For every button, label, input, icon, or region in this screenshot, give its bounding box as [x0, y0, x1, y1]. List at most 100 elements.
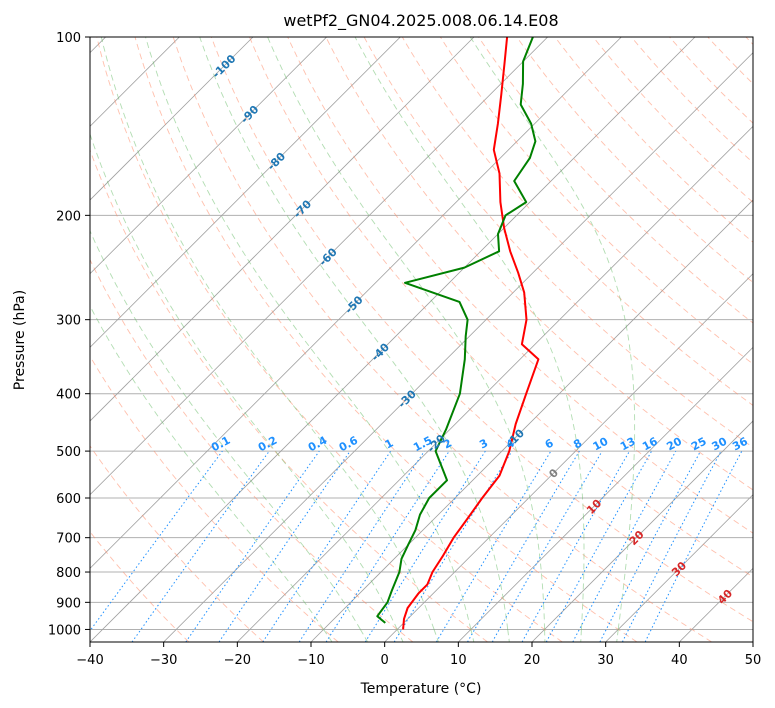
moist-adiabat — [199, 37, 509, 630]
x-axis-label: Temperature (°C) — [360, 681, 482, 697]
mixing-ratio-line — [364, 450, 486, 642]
y-tick-label: 500 — [56, 445, 81, 460]
mixing-ratio-line — [131, 450, 270, 642]
mixing-ratio-label: 13 — [618, 435, 638, 454]
isotherm-line — [310, 199, 753, 642]
mixing-ratio-label: 25 — [689, 435, 709, 454]
dry-adiabat — [90, 258, 414, 642]
moist-adiabat — [267, 37, 546, 630]
plot-area — [90, 36, 753, 630]
isotherm-line — [237, 125, 753, 642]
isotherm-line — [531, 420, 753, 642]
x-tick-label: −40 — [76, 653, 103, 668]
dry-adiabat — [363, 37, 753, 448]
mixing-ratio-label: 20 — [664, 435, 684, 454]
x-tick-label: 50 — [745, 653, 762, 668]
y-tick-label: 300 — [56, 314, 81, 329]
moist-adiabat — [145, 37, 472, 630]
moist-adiabat — [470, 629, 475, 642]
mixing-ratio-label: 6 — [543, 436, 556, 451]
moist-adiabat — [323, 629, 333, 642]
dry-adiabat — [249, 37, 753, 578]
isotherm-line — [384, 273, 753, 642]
dry-adiabat — [669, 37, 753, 124]
y-tick-label: 600 — [56, 492, 81, 507]
moist-adiabat — [396, 629, 404, 642]
dry-adiabat — [90, 355, 339, 642]
moist-adiabat — [616, 629, 619, 642]
chart-title: wetPf2_GN04.2025.008.06.14.E08 — [283, 11, 558, 31]
mixing-ratio-line — [435, 450, 552, 642]
x-tick-label: 20 — [524, 653, 541, 668]
moist-adiabat — [469, 37, 636, 630]
isotherm-label: -80 — [265, 150, 288, 173]
y-tick-label: 900 — [56, 596, 81, 611]
dewpoint-profile — [376, 37, 537, 624]
x-tick-label: 40 — [671, 653, 688, 668]
dry-adiabat — [516, 37, 753, 283]
mixing-ratio-label: 10 — [591, 435, 611, 454]
dry-adiabat — [90, 148, 488, 642]
moist-adiabat — [433, 629, 439, 642]
mixing-ratio-line — [467, 450, 580, 642]
y-axis-label: Pressure (hPa) — [12, 290, 28, 390]
x-tick-label: −10 — [297, 653, 324, 668]
y-tick-label: 100 — [56, 31, 81, 46]
dry-adiabat — [631, 37, 753, 164]
dry-adiabat — [592, 37, 753, 203]
mixing-ratio-line — [599, 450, 701, 642]
isotherm-line — [90, 37, 548, 496]
moist-adiabat — [359, 629, 369, 642]
moist-adiabat — [90, 229, 361, 630]
dry-adiabat — [707, 37, 753, 85]
dry-adiabat — [90, 445, 264, 642]
moist-adiabat — [100, 37, 435, 630]
mixing-ratio-line — [491, 450, 603, 642]
isotherm-line — [90, 37, 475, 422]
dry-adiabat — [96, 37, 563, 642]
isotherm-line — [679, 567, 753, 642]
mixing-ratio-line — [521, 450, 630, 642]
plot-frame — [89, 36, 754, 643]
y-tick-label: 400 — [56, 388, 81, 403]
isotherm-line — [458, 346, 753, 642]
x-tick-label: −30 — [150, 653, 177, 668]
mixing-ratio-line — [218, 450, 351, 642]
x-tick-label: 0 — [381, 653, 389, 668]
dry-adiabat — [134, 37, 638, 642]
isotherm-line — [752, 641, 753, 642]
dry-adiabat — [210, 37, 753, 623]
x-tick-label: −20 — [224, 653, 251, 668]
mixing-ratio-line — [572, 450, 677, 642]
moist-adiabat — [507, 629, 510, 642]
dry-adiabat — [287, 37, 753, 534]
mixing-ratio-label: 3 — [477, 436, 490, 451]
isotherm-label: -40 — [369, 340, 392, 363]
dry-adiabat — [401, 37, 753, 406]
moist-adiabat — [90, 305, 324, 630]
isotherm-label: 40 — [715, 587, 735, 607]
isotherm-label: 20 — [627, 528, 647, 548]
mixing-ratio-line — [393, 450, 513, 642]
dry-adiabat — [478, 37, 753, 324]
dry-adiabat — [90, 531, 190, 642]
dry-adiabat — [554, 37, 753, 243]
mixing-ratio-label: 36 — [730, 435, 750, 454]
isotherm-label: -90 — [238, 103, 261, 126]
y-tick-label: 1000 — [48, 623, 81, 638]
mixing-ratio-line — [262, 450, 392, 642]
temperature-profile — [402, 37, 540, 630]
isotherm-line — [90, 37, 622, 569]
isotherm-label: 0 — [546, 466, 561, 481]
dry-adiabat — [745, 37, 753, 46]
mixing-ratio-label: 30 — [710, 435, 730, 454]
isotherm-label: -30 — [396, 387, 419, 410]
isotherm-label: -100 — [210, 52, 239, 81]
isotherm-label: -60 — [317, 245, 340, 268]
x-tick-label: 30 — [597, 653, 614, 668]
moist-adiabat — [580, 629, 582, 642]
isotherm-label: 30 — [669, 559, 689, 579]
dry-adiabat — [440, 37, 753, 365]
mixing-ratio-label: 16 — [640, 435, 660, 454]
